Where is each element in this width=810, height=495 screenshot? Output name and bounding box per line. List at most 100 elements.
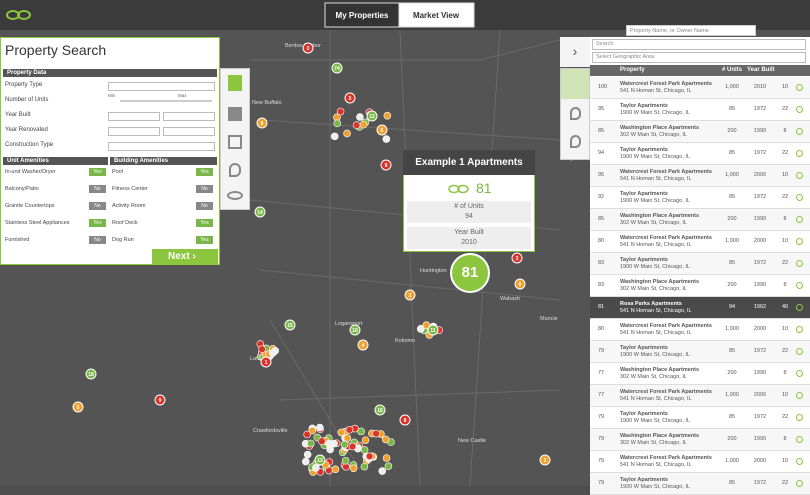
radio[interactable] xyxy=(796,150,803,157)
radio[interactable] xyxy=(796,414,803,421)
address: 1900 W Main St, Chicago, IL xyxy=(620,154,691,160)
result-row[interactable]: 95 Taylor Apartments 1900 W Main St, Chica… xyxy=(590,99,810,121)
tool-icon[interactable] xyxy=(570,135,581,148)
date-input[interactable] xyxy=(108,112,160,121)
date-input[interactable] xyxy=(108,127,160,136)
date-input[interactable] xyxy=(163,112,215,121)
slider[interactable] xyxy=(120,100,212,102)
result-row[interactable]: 85 Washington Place Apartments 302 W Main … xyxy=(590,209,810,231)
tool-icon[interactable] xyxy=(228,135,242,149)
cluster-dot xyxy=(416,325,425,333)
collapse[interactable]: ‹ xyxy=(229,41,234,57)
score: 80 xyxy=(598,326,605,332)
radio[interactable] xyxy=(796,260,803,267)
result-row[interactable]: 79 Taylor Apartments 1900 W Main St, Chica… xyxy=(590,341,810,363)
result-row[interactable]: 95 Watercrest Forest Park Apartments 541 N… xyxy=(590,165,810,187)
toggle[interactable]: No xyxy=(196,185,213,193)
tab-label[interactable]: Market View xyxy=(413,11,460,20)
tool-icon[interactable] xyxy=(228,107,242,121)
tab-active[interactable] xyxy=(324,2,400,28)
address: 1900 W Main St, Chicago, IL xyxy=(620,484,691,490)
marker-label: 4 xyxy=(362,343,365,349)
radio[interactable] xyxy=(796,84,803,91)
result-row[interactable]: 83 Washington Place Apartments 302 W Main … xyxy=(590,275,810,297)
radio[interactable] xyxy=(796,304,803,311)
radio[interactable] xyxy=(796,370,803,377)
name: Rosa Parks Apartments xyxy=(620,301,682,307)
name: Taylor Apartments xyxy=(620,191,668,197)
year: 1990 xyxy=(753,282,767,288)
tool-icon[interactable] xyxy=(570,107,581,120)
marker-label: 10 xyxy=(352,328,358,334)
toggle[interactable]: Yes xyxy=(89,219,106,227)
result-row[interactable]: 79 Taylor Apartments 1900 W Main St, Chica… xyxy=(590,407,810,429)
toggle[interactable]: No xyxy=(89,202,106,210)
cluster-dot xyxy=(317,437,326,445)
result-row[interactable]: 79 Washington Place Apartments 302 W Main … xyxy=(590,429,810,451)
radio[interactable] xyxy=(796,194,803,201)
toggle[interactable]: No xyxy=(89,236,106,244)
select[interactable] xyxy=(108,142,215,151)
radio[interactable] xyxy=(796,458,803,465)
cluster-dot xyxy=(360,462,369,471)
result-row[interactable]: 80 Watercrest Forest Park Apartments 541 N… xyxy=(590,231,810,253)
radio[interactable] xyxy=(796,238,803,245)
section-bar: Property Data xyxy=(3,69,217,77)
marker xyxy=(399,414,411,426)
marker-label: 14 xyxy=(257,210,263,216)
result-row[interactable]: 94 Taylor Apartments 1900 W Main St, Chica… xyxy=(590,143,810,165)
toggle[interactable]: Yes xyxy=(196,219,213,227)
toggle[interactable]: No xyxy=(196,202,213,210)
amenity-label: Furnished xyxy=(5,237,30,243)
tab-label[interactable]: My Properties xyxy=(336,11,389,20)
result-row[interactable]: 83 Taylor Apartments 1900 W Main St, Chica… xyxy=(590,253,810,275)
radio[interactable] xyxy=(796,216,803,223)
result-row[interactable]: 100 Watercrest Forest Park Apartments 541 … xyxy=(590,77,810,99)
score: 95 xyxy=(598,106,605,112)
toggle[interactable]: Yes xyxy=(196,236,213,244)
date-input[interactable] xyxy=(163,127,215,136)
radio[interactable] xyxy=(796,392,803,399)
radio[interactable] xyxy=(796,172,803,179)
result-row[interactable]: 81 Rosa Parks Apartments 541 N Homan St, C… xyxy=(590,297,810,319)
radio[interactable] xyxy=(796,348,803,355)
result-row[interactable]: 92 Taylor Apartments 1900 W Main St, Chica… xyxy=(590,187,810,209)
year: 2000 xyxy=(753,172,767,178)
name: Taylor Apartments xyxy=(620,257,668,263)
selected-marker[interactable]: 81 xyxy=(450,253,490,293)
cluster-dot xyxy=(422,321,431,330)
result-row[interactable]: 79 Taylor Apartments 1900 W Main St, Chica… xyxy=(590,473,810,495)
next-label[interactable]: Next xyxy=(168,251,190,262)
result-row[interactable]: 77 Watercrest Forest Park Apartments 541 N… xyxy=(590,385,810,407)
result-row[interactable]: 80 Watercrest Forest Park Apartments 541 N… xyxy=(590,319,810,341)
radio[interactable] xyxy=(796,128,803,135)
expand[interactable]: › xyxy=(560,37,590,67)
next-button[interactable]: Next › xyxy=(152,249,218,264)
units: 85 xyxy=(728,480,736,486)
tool-icon[interactable] xyxy=(229,163,241,177)
select[interactable] xyxy=(108,82,215,91)
score: 80 xyxy=(598,238,605,244)
score: 79 xyxy=(598,436,605,442)
toggle[interactable]: Yes xyxy=(89,168,106,176)
tool-active[interactable] xyxy=(561,69,589,99)
toggle[interactable]: Yes xyxy=(196,168,213,176)
tool-icon[interactable] xyxy=(227,191,243,200)
count: 8 xyxy=(783,282,787,288)
tab[interactable] xyxy=(398,2,475,28)
radio[interactable] xyxy=(796,326,803,333)
value: 2010 xyxy=(461,239,477,246)
result-row[interactable]: 77 Washington Place Apartments 302 W Main … xyxy=(590,363,810,385)
name: Washington Place Apartments xyxy=(620,125,700,131)
radio[interactable] xyxy=(796,282,803,289)
search-input[interactable]: Search xyxy=(592,39,806,50)
result-row[interactable]: 85 Washington Place Apartments 302 W Main … xyxy=(590,121,810,143)
tool-icon[interactable] xyxy=(228,75,242,91)
radio[interactable] xyxy=(796,106,803,113)
year: 1990 xyxy=(753,128,767,134)
result-row[interactable]: 79 Watercrest Forest Park Apartments 541 N… xyxy=(590,451,810,473)
name-search[interactable]: Property Name, or Owner Name xyxy=(626,25,756,36)
area-select[interactable]: Select Geographic Area xyxy=(592,52,806,63)
radio[interactable] xyxy=(796,436,803,443)
toggle[interactable]: No xyxy=(89,185,106,193)
